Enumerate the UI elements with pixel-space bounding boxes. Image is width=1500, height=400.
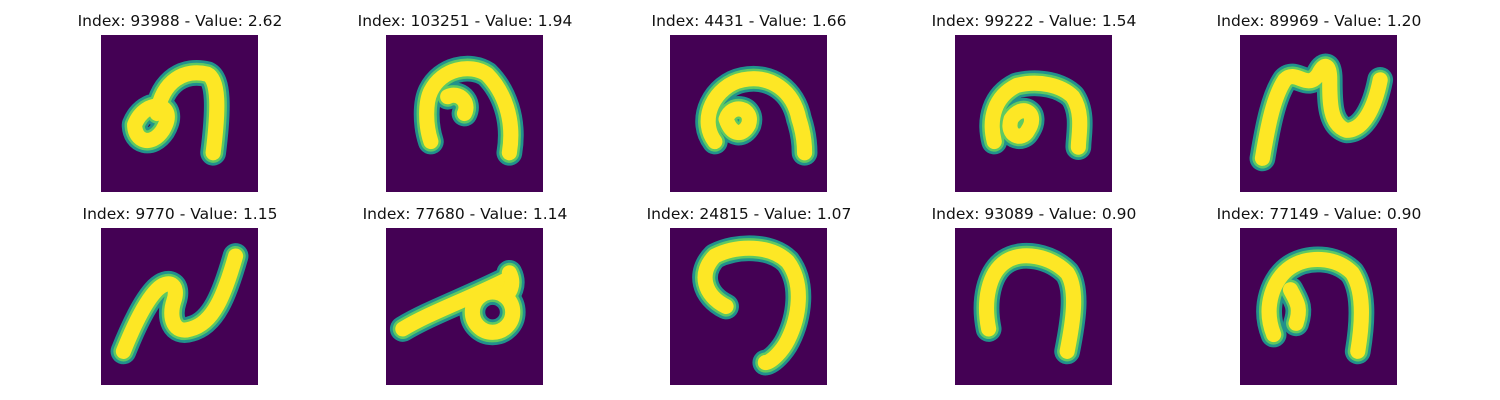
- panel-title: Index: 89969 - Value: 1.20: [1177, 12, 1461, 30]
- sample-panel: Index: 93089 - Value: 0.90: [892, 193, 1176, 385]
- digit-image: [101, 228, 258, 385]
- sample-panel: Index: 77149 - Value: 0.90: [1177, 193, 1461, 385]
- sample-panel: Index: 103251 - Value: 1.94: [323, 0, 607, 192]
- panel-title: Index: 99222 - Value: 1.54: [892, 12, 1176, 30]
- sample-panel: Index: 93988 - Value: 2.62: [38, 0, 322, 192]
- panel-title: Index: 4431 - Value: 1.66: [607, 12, 891, 30]
- digit-image: [386, 35, 543, 192]
- digit-image: [386, 228, 543, 385]
- panel-title: Index: 24815 - Value: 1.07: [607, 205, 891, 223]
- sample-panel: Index: 99222 - Value: 1.54: [892, 0, 1176, 192]
- panel-title: Index: 103251 - Value: 1.94: [323, 12, 607, 30]
- digit-image: [1240, 35, 1397, 192]
- sample-panel: Index: 77680 - Value: 1.14: [323, 193, 607, 385]
- panel-title: Index: 93988 - Value: 2.62: [38, 12, 322, 30]
- panel-title: Index: 9770 - Value: 1.15: [38, 205, 322, 223]
- sample-panel: Index: 4431 - Value: 1.66: [607, 0, 891, 192]
- sample-panel: Index: 24815 - Value: 1.07: [607, 193, 891, 385]
- digit-image: [670, 228, 827, 385]
- digit-image: [670, 35, 827, 192]
- digit-image: [1240, 228, 1397, 385]
- digit-image: [101, 35, 258, 192]
- panel-title: Index: 93089 - Value: 0.90: [892, 205, 1176, 223]
- digit-image: [955, 228, 1112, 385]
- sample-panel: Index: 89969 - Value: 1.20: [1177, 0, 1461, 192]
- panel-title: Index: 77149 - Value: 0.90: [1177, 205, 1461, 223]
- digit-image: [955, 35, 1112, 192]
- sample-panel: Index: 9770 - Value: 1.15: [38, 193, 322, 385]
- panel-title: Index: 77680 - Value: 1.14: [323, 205, 607, 223]
